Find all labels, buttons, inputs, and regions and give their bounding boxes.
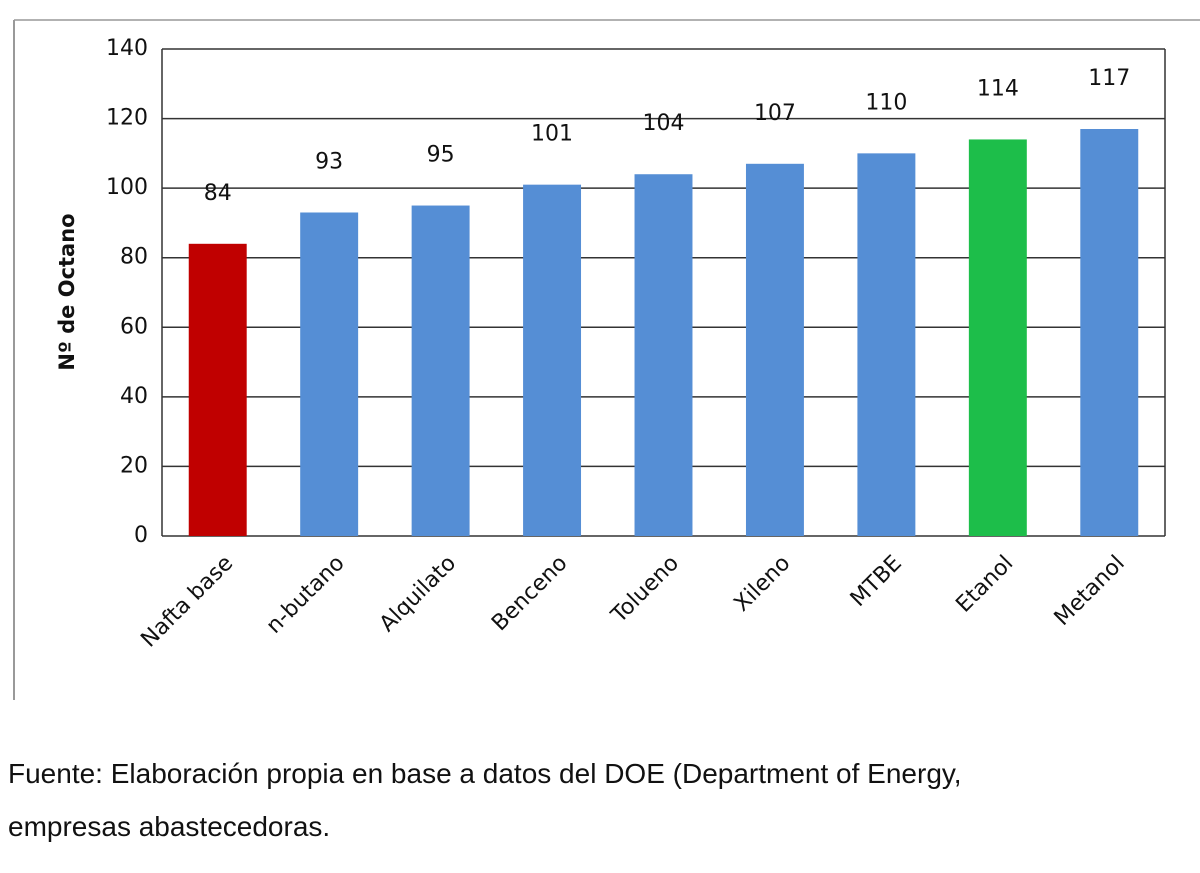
y-tick-label: 100 xyxy=(106,175,148,200)
value-label: 95 xyxy=(427,143,455,168)
y-tick-label: 40 xyxy=(120,384,148,409)
bar xyxy=(745,163,804,537)
value-label: 101 xyxy=(531,122,573,147)
x-tick-label: Metanol xyxy=(1050,551,1130,631)
y-axis-label: Nº de Octano xyxy=(55,213,79,370)
y-tick-label: 60 xyxy=(120,314,148,339)
value-label: 84 xyxy=(204,181,232,206)
y-tick-label: 0 xyxy=(134,523,148,548)
y-tick-label: 80 xyxy=(120,245,148,270)
bar xyxy=(411,205,470,537)
value-label: 107 xyxy=(754,101,796,126)
x-tick-label: Benceno xyxy=(487,551,572,636)
bar xyxy=(634,174,693,536)
y-tick-label: 20 xyxy=(120,453,148,478)
x-tick-label: Xileno xyxy=(730,551,796,617)
y-tick-label: 140 xyxy=(106,36,148,61)
bar xyxy=(968,139,1027,536)
bar xyxy=(188,243,247,537)
value-label: 110 xyxy=(865,90,907,115)
x-tick-label: Alquilato xyxy=(375,551,461,637)
x-tick-label: Tolueno xyxy=(606,551,684,629)
bar xyxy=(523,184,582,536)
y-tick-label: 120 xyxy=(106,106,148,131)
caption-line: empresas abastecedoras. xyxy=(8,811,330,842)
x-tick-label: n-butano xyxy=(262,551,350,639)
value-label: 117 xyxy=(1088,66,1130,91)
bar xyxy=(1080,129,1139,536)
x-tick-label: Etanol xyxy=(951,551,1018,618)
x-tick-label: MTBE xyxy=(846,551,907,612)
value-label: 93 xyxy=(315,149,343,174)
value-label: 104 xyxy=(643,111,685,136)
bar xyxy=(857,153,916,536)
bar xyxy=(300,212,359,536)
caption-line: Fuente: Elaboración propia en base a dat… xyxy=(8,758,962,789)
value-label: 114 xyxy=(977,76,1019,101)
x-tick-label: Nafta base xyxy=(136,551,238,653)
